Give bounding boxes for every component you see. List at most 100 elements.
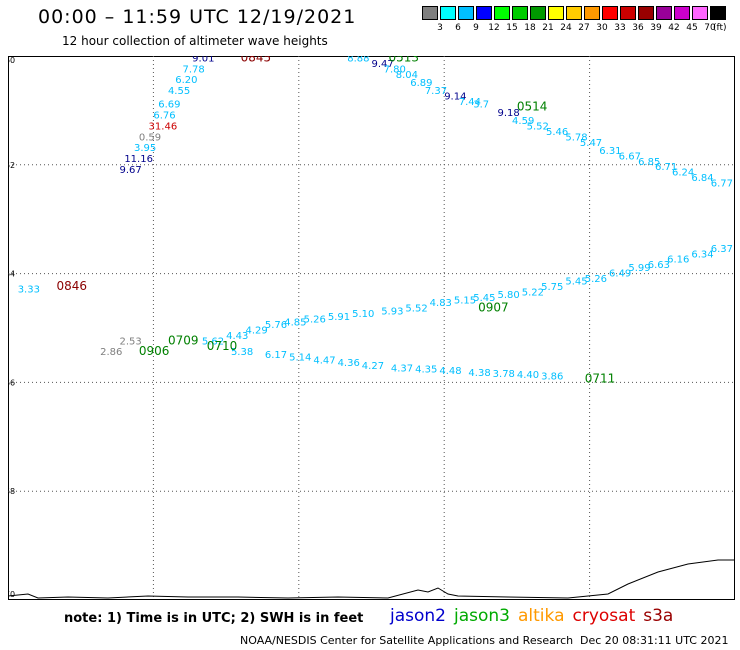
wave-height-label: 5.91 — [328, 312, 350, 323]
y-tick-label: -68 — [8, 487, 15, 496]
wave-height-label: 4.40 — [517, 370, 539, 381]
y-tick-label: -64 — [8, 270, 15, 279]
wave-height-label: 4.36 — [338, 358, 360, 369]
colorbar-label: 9 — [473, 23, 479, 33]
colorbar-label: 6 — [455, 23, 461, 33]
wave-height-label: 9.14 — [444, 92, 466, 103]
credit-text: NOAA/NESDIS Center for Satellite Applica… — [240, 634, 574, 647]
pass-time-label: 0514 — [517, 99, 548, 113]
plot-area: -60-62-64-66-68-70036912159.6711.163.950… — [8, 56, 735, 600]
wave-height-label: 8.04 — [396, 70, 418, 81]
wave-height-label: 5.26 — [585, 274, 607, 285]
wave-height-label: 5.10 — [352, 309, 374, 320]
colorbar-label: 3 — [437, 23, 443, 33]
colorbar — [422, 6, 728, 20]
colorbar-swatch — [656, 6, 672, 20]
colorbar-label: 15 — [506, 23, 518, 33]
colorbar-swatch — [584, 6, 600, 20]
wave-height-label: 5.75 — [541, 282, 563, 293]
wave-height-label: 6.63 — [648, 260, 670, 271]
legend-item-jason2: jason2 — [390, 606, 446, 626]
wave-height-label: 7.37 — [425, 86, 447, 97]
wave-height-label: 5.15 — [454, 296, 476, 307]
wave-height-label: 5.46 — [546, 127, 568, 138]
wave-height-label: 5.47 — [580, 138, 602, 149]
colorbar-label: 70 — [704, 23, 716, 33]
colorbar-label: 12 — [488, 23, 500, 33]
wave-height-label: 5.52 — [527, 121, 549, 132]
wave-height-label: 9.47 — [372, 59, 394, 70]
colorbar-swatch — [602, 6, 618, 20]
wave-height-label: 5.78 — [565, 132, 587, 143]
wave-height-label: 4.43 — [226, 331, 248, 342]
pass-time-label: 0907 — [478, 301, 509, 315]
wave-height-label: 7.78 — [182, 64, 204, 75]
wave-height-label: 6.49 — [609, 268, 631, 279]
colorbar-label: 33 — [614, 23, 626, 33]
legend: jason2 jason3 altika cryosat s3a — [390, 606, 681, 626]
wave-height-label: 6.69 — [158, 100, 180, 111]
wave-height-label: 9.18 — [498, 108, 520, 119]
wave-height-label: 5.45 — [565, 276, 587, 287]
legend-item-jason3: jason3 — [454, 606, 510, 626]
footer-note: note: 1) Time is in UTC; 2) SWH is in fe… — [64, 611, 364, 626]
wave-height-label: 7.80 — [384, 64, 406, 75]
wave-height-label: 6.76 — [153, 111, 175, 122]
chart-title: 00:00 – 11:59 UTC 12/19/2021 — [38, 6, 357, 28]
colorbar-swatch — [476, 6, 492, 20]
colorbar-swatch — [710, 6, 726, 20]
wave-height-label: 6.31 — [599, 146, 621, 157]
colorbar-label: 45 — [686, 23, 698, 33]
pass-time-label: 0846 — [56, 279, 87, 293]
colorbar-swatch — [692, 6, 708, 20]
wave-height-label: 4.47 — [313, 355, 335, 366]
colorbar-swatch — [620, 6, 636, 20]
colorbar-swatch — [530, 6, 546, 20]
wave-height-label: 5.76 — [265, 320, 287, 331]
colorbar-swatch — [638, 6, 654, 20]
wave-height-label: 3.33 — [18, 285, 40, 296]
wave-height-label: 11.16 — [124, 154, 153, 165]
chart-subtitle: 12 hour collection of altimeter wave hei… — [62, 34, 328, 48]
legend-item-altika: altika — [518, 606, 565, 626]
wave-height-label: 6.71 — [655, 162, 677, 173]
wave-height-label: 5.38 — [231, 347, 253, 358]
wave-height-label: 4.29 — [245, 325, 267, 336]
wave-height-label: 5.52 — [405, 304, 427, 315]
wave-height-label: 6.16 — [667, 255, 689, 266]
colorbar-label: 39 — [650, 23, 662, 33]
wave-height-label: 5.93 — [381, 306, 403, 317]
wave-height-label: 6.24 — [672, 168, 694, 179]
colorbar-label: 30 — [596, 23, 608, 33]
colorbar-swatch — [512, 6, 528, 20]
wave-height-label: 4.35 — [415, 365, 437, 376]
wave-height-label: 5.26 — [304, 315, 326, 326]
pass-time-label: 0906 — [139, 344, 170, 358]
pass-time-label: 0845 — [241, 56, 272, 64]
wave-height-label: 9.01 — [192, 56, 214, 64]
wave-height-label: 3.86 — [541, 372, 563, 383]
colorbar-swatch — [458, 6, 474, 20]
legend-item-cryosat: cryosat — [572, 606, 636, 626]
pass-time-label: 0513 — [388, 56, 419, 64]
wave-height-label: 3.7 — [473, 100, 489, 111]
wave-height-label: 5.99 — [628, 263, 650, 274]
legend-item-s3a: s3a — [643, 606, 674, 626]
wave-height-label: 6.67 — [619, 151, 641, 162]
wave-height-label: 0.59 — [139, 132, 161, 143]
colorbar-swatch — [548, 6, 564, 20]
wave-height-label: 3.78 — [493, 369, 515, 380]
colorbar-label: 24 — [560, 23, 572, 33]
wave-height-label: 6.20 — [175, 75, 197, 86]
y-tick-label: -60 — [8, 56, 15, 65]
wave-height-label: 6.17 — [265, 350, 287, 361]
colorbar-swatch — [422, 6, 438, 20]
colorbar-label: 21 — [542, 23, 554, 33]
wave-height-label: 4.83 — [430, 298, 452, 309]
wave-height-label: 5.45 — [473, 293, 495, 304]
colorbar-label: 27 — [578, 23, 590, 33]
wave-height-label: 9.67 — [119, 165, 141, 176]
coastline — [8, 559, 735, 599]
pass-time-label: 0709 — [168, 333, 199, 347]
wave-height-label: 7.44 — [459, 97, 481, 108]
